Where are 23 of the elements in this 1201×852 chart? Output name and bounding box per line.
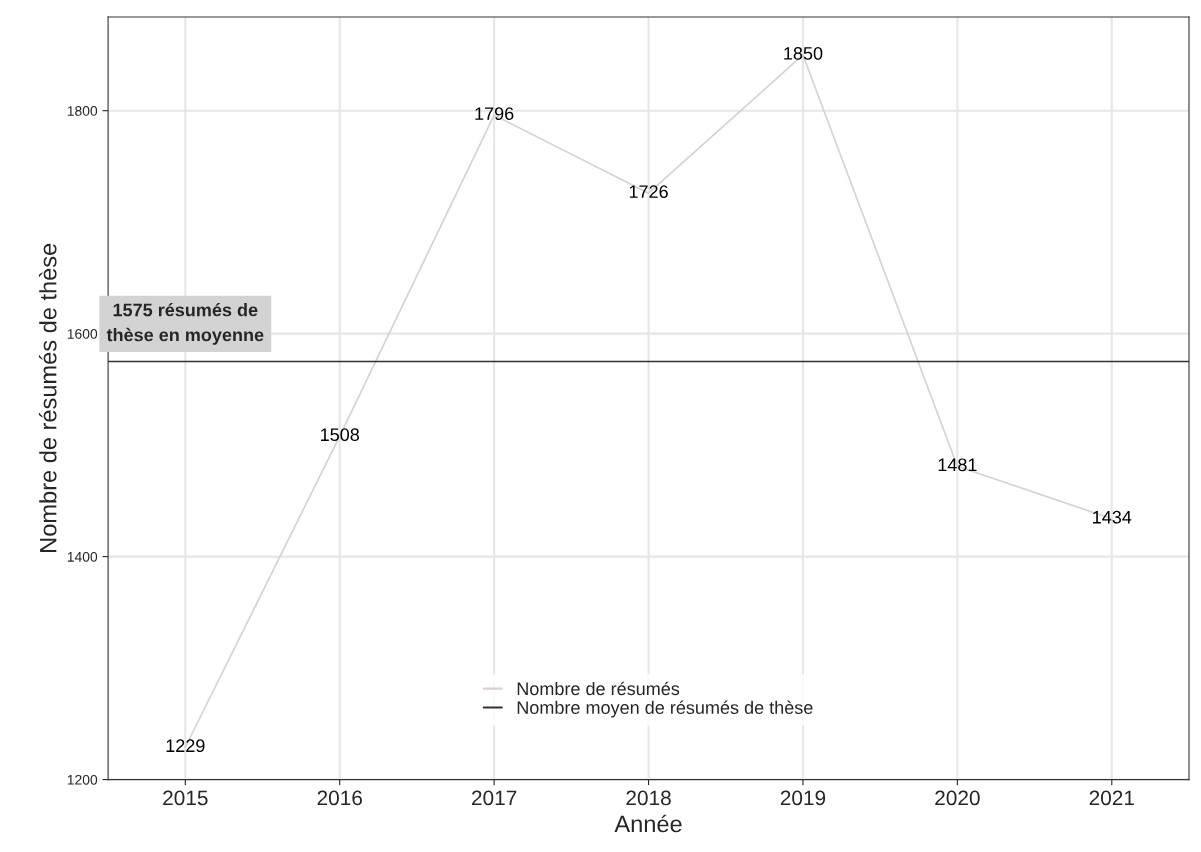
- y-tick-label: 1800: [67, 106, 98, 116]
- data-label: 1796: [475, 107, 514, 120]
- annotation: 1575 résumés de thèse en moyenne: [106, 302, 264, 345]
- y-tick-label: 1600: [67, 328, 98, 339]
- x-tick-label: 2018: [626, 790, 671, 806]
- data-label: 1508: [321, 428, 360, 442]
- data-label: 1850: [784, 47, 823, 60]
- x-tick-label: 2016: [317, 790, 362, 806]
- data-label: 1434: [1093, 510, 1132, 524]
- x-tick-label: 2019: [780, 790, 826, 806]
- y-axis-title: Nombre de résumés de thèse: [38, 243, 57, 552]
- legend-label: Nombre de résumés: [517, 681, 680, 696]
- x-tick-label: 2020: [935, 790, 980, 806]
- x-tick-label: 2021: [1089, 790, 1134, 806]
- data-label: 1229: [166, 739, 205, 753]
- data-label: 1726: [629, 185, 668, 199]
- x-axis-title: Année: [614, 814, 682, 833]
- x-tick-label: 2017: [472, 790, 517, 806]
- y-tick-label: 1200: [67, 774, 98, 785]
- data-label: 1481: [938, 458, 977, 472]
- y-tick-label: 1400: [67, 551, 98, 562]
- legend-label: Nombre moyen de résumés de thèse: [517, 700, 813, 718]
- x-tick-label: 2015: [163, 790, 208, 806]
